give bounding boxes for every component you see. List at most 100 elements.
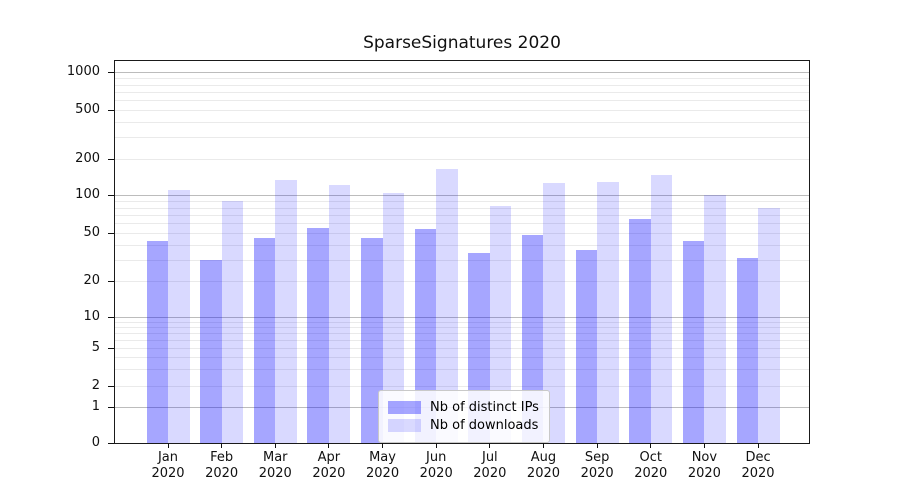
bar-downloads-jul	[489, 206, 512, 443]
x-tick-month: Aug	[530, 450, 557, 465]
x-axis-tick-mark	[650, 443, 652, 448]
gridline-minor	[115, 280, 809, 282]
x-tick-month: Dec	[745, 450, 771, 465]
x-tick-month: Mar	[263, 450, 288, 465]
x-axis-tick-label-jul: Jul 2020	[460, 450, 520, 482]
y-axis-tick-mark	[108, 109, 114, 111]
gridline-minor	[115, 339, 809, 341]
legend-swatch-distinct-ips	[388, 400, 421, 414]
bar-downloads-dec	[758, 208, 780, 443]
bar-downloads-may	[382, 192, 405, 443]
y-axis-tick-mark	[108, 72, 114, 74]
x-axis-tick-label-nov: Nov 2020	[674, 450, 734, 482]
gridline-minor	[115, 385, 809, 387]
gridline-minor	[115, 201, 809, 203]
x-axis-tick-mark	[382, 443, 384, 448]
bar-downloads-jun	[436, 168, 458, 443]
gridline-minor	[115, 158, 809, 160]
x-tick-year: 2020	[741, 466, 775, 481]
gridline-minor	[115, 244, 809, 246]
x-tick-year: 2020	[151, 466, 185, 481]
bar-distinct-ips-feb	[200, 259, 222, 443]
bar-distinct-ips-dec	[736, 257, 759, 443]
y-axis-tick-mark	[108, 407, 114, 409]
gridline-minor	[115, 332, 809, 334]
bar-distinct-ips-jun	[414, 228, 437, 443]
y-axis-tick-mark	[108, 443, 114, 444]
bar-distinct-ips-oct	[629, 218, 651, 443]
x-axis-tick-label-may: May 2020	[353, 450, 413, 482]
x-tick-month: Jun	[426, 450, 447, 465]
gridline-minor	[115, 356, 809, 358]
chart-title: SparseSignatures 2020	[363, 33, 561, 53]
x-tick-year: 2020	[258, 466, 292, 481]
y-axis-tick-mark	[108, 280, 114, 282]
x-tick-month: Jan	[157, 450, 179, 465]
y-axis-tick-label: 100	[75, 187, 100, 203]
x-axis-tick-mark	[703, 443, 705, 448]
x-axis-tick-mark	[221, 443, 223, 448]
x-axis-tick-mark	[542, 443, 544, 448]
legend: Nb of distinct IPs Nb of downloads	[378, 390, 550, 443]
bar-distinct-ips-mar	[253, 238, 276, 443]
gridline-minor	[115, 327, 809, 329]
y-axis-tick-label: 500	[75, 101, 100, 117]
y-axis-tick-label: 200	[75, 150, 100, 166]
gridline-major	[115, 317, 809, 319]
legend-item-downloads: Nb of downloads	[388, 417, 539, 433]
gridline-major	[115, 195, 809, 197]
gridline-minor	[115, 84, 809, 86]
plot-area	[114, 60, 810, 444]
x-axis-tick-label-aug: Aug 2020	[513, 450, 573, 482]
bar-downloads-sep	[597, 181, 619, 443]
bar-downloads-oct	[650, 175, 673, 443]
y-axis-tick-mark	[108, 158, 114, 160]
gridline-major	[115, 72, 809, 74]
x-tick-year: 2020	[366, 466, 400, 481]
bar-downloads-mar	[275, 179, 297, 443]
x-axis-tick-mark	[757, 443, 759, 448]
x-tick-year: 2020	[312, 466, 346, 481]
x-tick-month: Apr	[317, 450, 341, 465]
x-axis-tick-label-dec: Dec 2020	[728, 450, 788, 482]
x-tick-month: Jul	[481, 450, 498, 465]
bar-downloads-jan	[168, 190, 190, 443]
x-tick-month: Feb	[210, 450, 234, 465]
gridline-minor	[115, 137, 809, 139]
gridline-minor	[115, 259, 809, 261]
gridline-minor	[115, 347, 809, 349]
gridline-minor	[115, 368, 809, 370]
x-axis-tick-label-feb: Feb 2020	[192, 450, 252, 482]
legend-swatch-downloads	[388, 418, 421, 432]
gridline-minor	[115, 100, 809, 102]
y-axis-tick-mark	[108, 232, 114, 234]
x-axis-tick-mark	[167, 443, 169, 448]
gridline-minor	[115, 109, 809, 111]
legend-label-downloads: Nb of downloads	[430, 417, 539, 433]
y-axis-tick-label: 1000	[66, 64, 100, 80]
x-tick-year: 2020	[580, 466, 614, 481]
bar-distinct-ips-nov	[682, 240, 705, 443]
gridline-minor	[115, 121, 809, 123]
x-axis-tick-label-mar: Mar 2020	[245, 450, 305, 482]
legend-item-distinct-ips: Nb of distinct IPs	[388, 399, 539, 415]
y-axis-tick-label: 0	[91, 435, 100, 450]
x-tick-month: May	[369, 450, 396, 465]
x-axis-tick-label-oct: Oct 2020	[621, 450, 681, 482]
gridline-minor	[115, 78, 809, 80]
x-axis-tick-label-sep: Sep 2020	[567, 450, 627, 482]
y-axis-tick-label: 20	[83, 272, 100, 288]
x-axis-tick-mark	[274, 443, 276, 448]
bar-distinct-ips-jan	[146, 240, 168, 443]
y-axis-tick-mark	[108, 347, 114, 349]
x-tick-month: Oct	[639, 450, 662, 465]
y-axis-tick-mark	[108, 385, 114, 387]
y-axis-tick-mark	[108, 317, 114, 319]
bar-downloads-feb	[221, 201, 244, 443]
gridline-minor	[115, 232, 809, 234]
y-axis-tick-mark	[108, 195, 114, 197]
x-tick-year: 2020	[526, 466, 561, 481]
x-tick-year: 2020	[205, 466, 239, 481]
x-axis-tick-label-jan: Jan 2020	[138, 450, 198, 482]
